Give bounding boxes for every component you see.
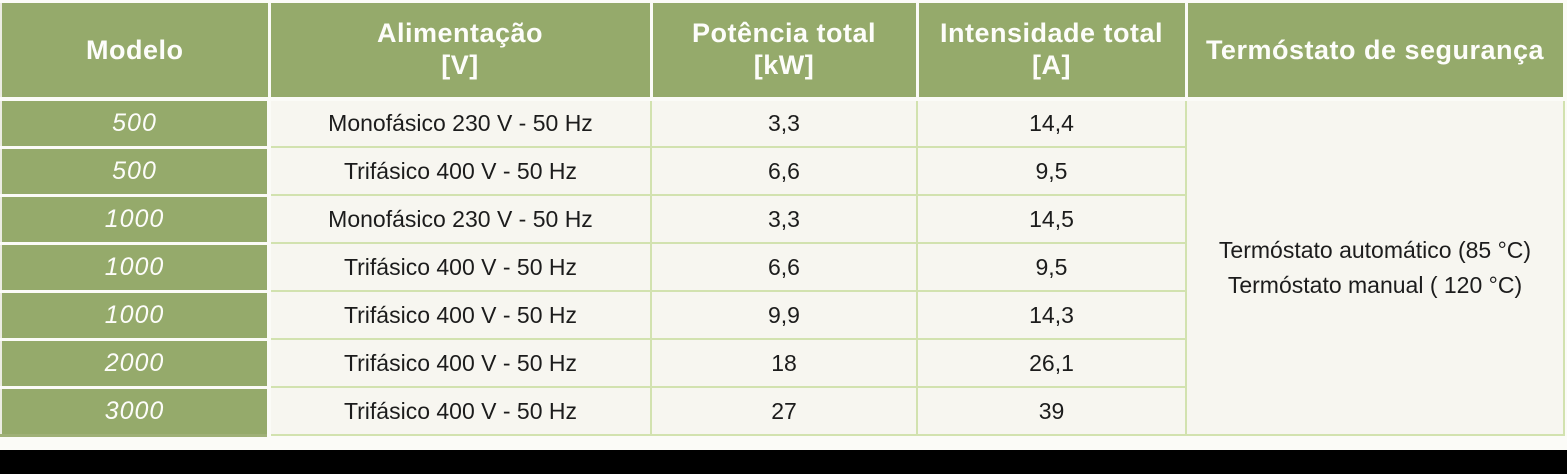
bottom-black-bar — [0, 450, 1567, 474]
alimentacao-cell: Trifásico 400 V - 50 Hz — [268, 338, 652, 388]
modelo-cell: 1000 — [0, 241, 271, 293]
modelo-cell: 500 — [0, 97, 271, 149]
termostato-cell: Termóstato automático (85 °C) Termóstato… — [1185, 98, 1565, 436]
header-row: Modelo Alimentação [V] Potência total [k… — [0, 0, 1566, 101]
alimentacao-cell: Trifásico 400 V - 50 Hz — [268, 290, 652, 340]
alimentacao-cell: Trifásico 400 V - 50 Hz — [268, 386, 652, 436]
intensidade-cell: 14,5 — [916, 194, 1187, 244]
intensidade-cell: 9,5 — [916, 146, 1187, 196]
alimentacao-cell: Trifásico 400 V - 50 Hz — [268, 242, 652, 292]
modelo-cell: 3000 — [0, 385, 271, 437]
header-alimentacao: Alimentação [V] — [267, 0, 653, 101]
intensidade-cell: 26,1 — [916, 338, 1187, 388]
potencia-cell: 27 — [650, 386, 918, 436]
alimentacao-cell: Trifásico 400 V - 50 Hz — [268, 146, 652, 196]
header-termostato: Termóstato de segurança — [1184, 0, 1566, 101]
intensidade-cell: 9,5 — [916, 242, 1187, 292]
header-alimentacao-line1: Alimentação — [376, 17, 544, 48]
header-intensidade-line2: [A] — [1032, 49, 1071, 80]
header-modelo-line1: Modelo — [86, 34, 184, 65]
intensidade-cell: 39 — [916, 386, 1187, 436]
modelo-cell: 1000 — [0, 289, 271, 341]
table-row: 500 Trifásico 400 V - 50 Hz 6,6 9,5 — [0, 145, 1564, 197]
modelo-cell: 2000 — [0, 337, 271, 389]
header-potencia-line2: [kW] — [753, 49, 815, 80]
potencia-cell: 3,3 — [650, 194, 918, 244]
potencia-cell: 6,6 — [650, 242, 918, 292]
header-alimentacao-line2: [V] — [441, 49, 479, 80]
header-potencia-line1: Potência total — [691, 17, 877, 48]
table-row: 500 Monofásico 230 V - 50 Hz 3,3 14,4 Te… — [0, 97, 1565, 436]
header-modelo: Modelo — [0, 0, 271, 101]
potencia-cell: 9,9 — [650, 290, 918, 340]
table-row: 2000 Trifásico 400 V - 50 Hz 18 26,1 — [0, 337, 1564, 389]
potencia-cell: 3,3 — [650, 98, 918, 148]
alimentacao-cell: Monofásico 230 V - 50 Hz — [268, 194, 652, 244]
header-intensidade-line1: Intensidade total — [939, 17, 1164, 48]
intensidade-cell: 14,3 — [916, 290, 1187, 340]
table-row: 3000 Trifásico 400 V - 50 Hz 27 39 — [0, 385, 1564, 437]
header-potencia: Potência total [kW] — [649, 0, 919, 101]
modelo-cell: 1000 — [0, 193, 271, 245]
table-row: 1000 Trifásico 400 V - 50 Hz 6,6 9,5 — [0, 241, 1564, 293]
table-row: 1000 Monofásico 230 V - 50 Hz 3,3 14,5 — [0, 193, 1564, 245]
potencia-cell: 6,6 — [650, 146, 918, 196]
header-termostato-line1: Termóstato de segurança — [1205, 34, 1545, 65]
alimentacao-cell: Monofásico 230 V - 50 Hz — [268, 98, 652, 148]
spec-table-wrapper: Modelo Alimentação [V] Potência total [k… — [0, 0, 1566, 437]
intensidade-cell: 14,4 — [916, 98, 1187, 148]
modelo-cell: 500 — [0, 145, 271, 197]
table-row: 1000 Trifásico 400 V - 50 Hz 9,9 14,3 — [0, 289, 1564, 341]
spec-table: Modelo Alimentação [V] Potência total [k… — [0, 0, 1566, 437]
header-intensidade: Intensidade total [A] — [915, 0, 1188, 101]
termostato-line2: Termóstato manual ( 120 °C) — [1227, 271, 1523, 298]
termostato-line1: Termóstato automático (85 °C) — [1218, 237, 1532, 263]
potencia-cell: 18 — [650, 338, 918, 388]
